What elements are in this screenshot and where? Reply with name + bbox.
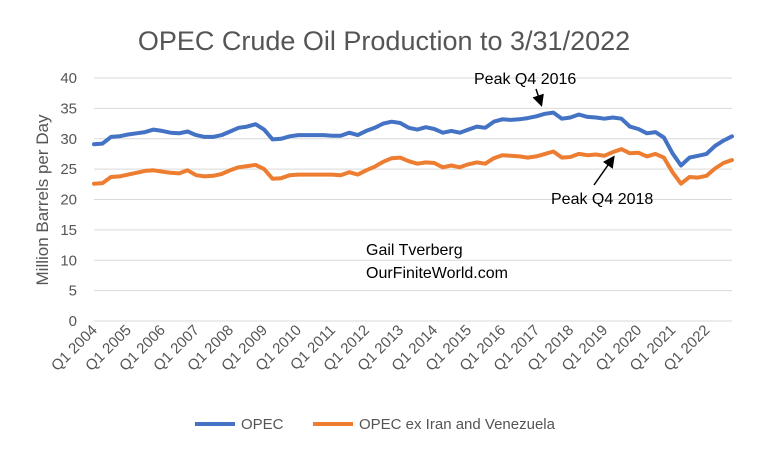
annotation-site: OurFiniteWorld.com bbox=[366, 265, 508, 282]
gridlines bbox=[94, 77, 732, 322]
legend: OPEC OPEC ex Iran and Venezuela bbox=[195, 416, 556, 433]
y-axis-label: Million Barrels per Day bbox=[33, 114, 52, 285]
y-tick-label: 5 bbox=[69, 283, 77, 300]
legend-label-opec-ex-iran-venezuela: OPEC ex Iran and Venezuela bbox=[359, 416, 556, 433]
annotation-peak-q4-2018: Peak Q4 2018 bbox=[551, 191, 653, 208]
y-axis-ticks: 0 5 10 15 20 25 30 35 40 bbox=[60, 70, 77, 330]
y-tick-label: 40 bbox=[60, 70, 77, 87]
y-tick-label: 15 bbox=[60, 222, 77, 239]
annotation-peak-q4-2016: Peak Q4 2016 bbox=[474, 71, 576, 88]
legend-label-opec: OPEC bbox=[241, 416, 284, 433]
y-tick-label: 0 bbox=[69, 313, 77, 330]
series-line-opec bbox=[92, 110, 734, 168]
y-tick-label: 20 bbox=[60, 192, 77, 209]
y-tick-label: 10 bbox=[60, 252, 77, 269]
y-tick-label: 25 bbox=[60, 161, 77, 178]
annotation-author: Gail Tverberg bbox=[366, 242, 463, 259]
series-lines bbox=[92, 110, 734, 186]
y-tick-label: 30 bbox=[60, 131, 77, 148]
annotation-arrow-2018 bbox=[593, 155, 615, 186]
chart-title: OPEC Crude Oil Production to 3/31/2022 bbox=[138, 26, 630, 56]
annotation-arrow-2016 bbox=[532, 88, 544, 107]
series-line-opec-ex-iran-venezuela bbox=[92, 147, 734, 186]
y-tick-label: 35 bbox=[60, 100, 77, 117]
